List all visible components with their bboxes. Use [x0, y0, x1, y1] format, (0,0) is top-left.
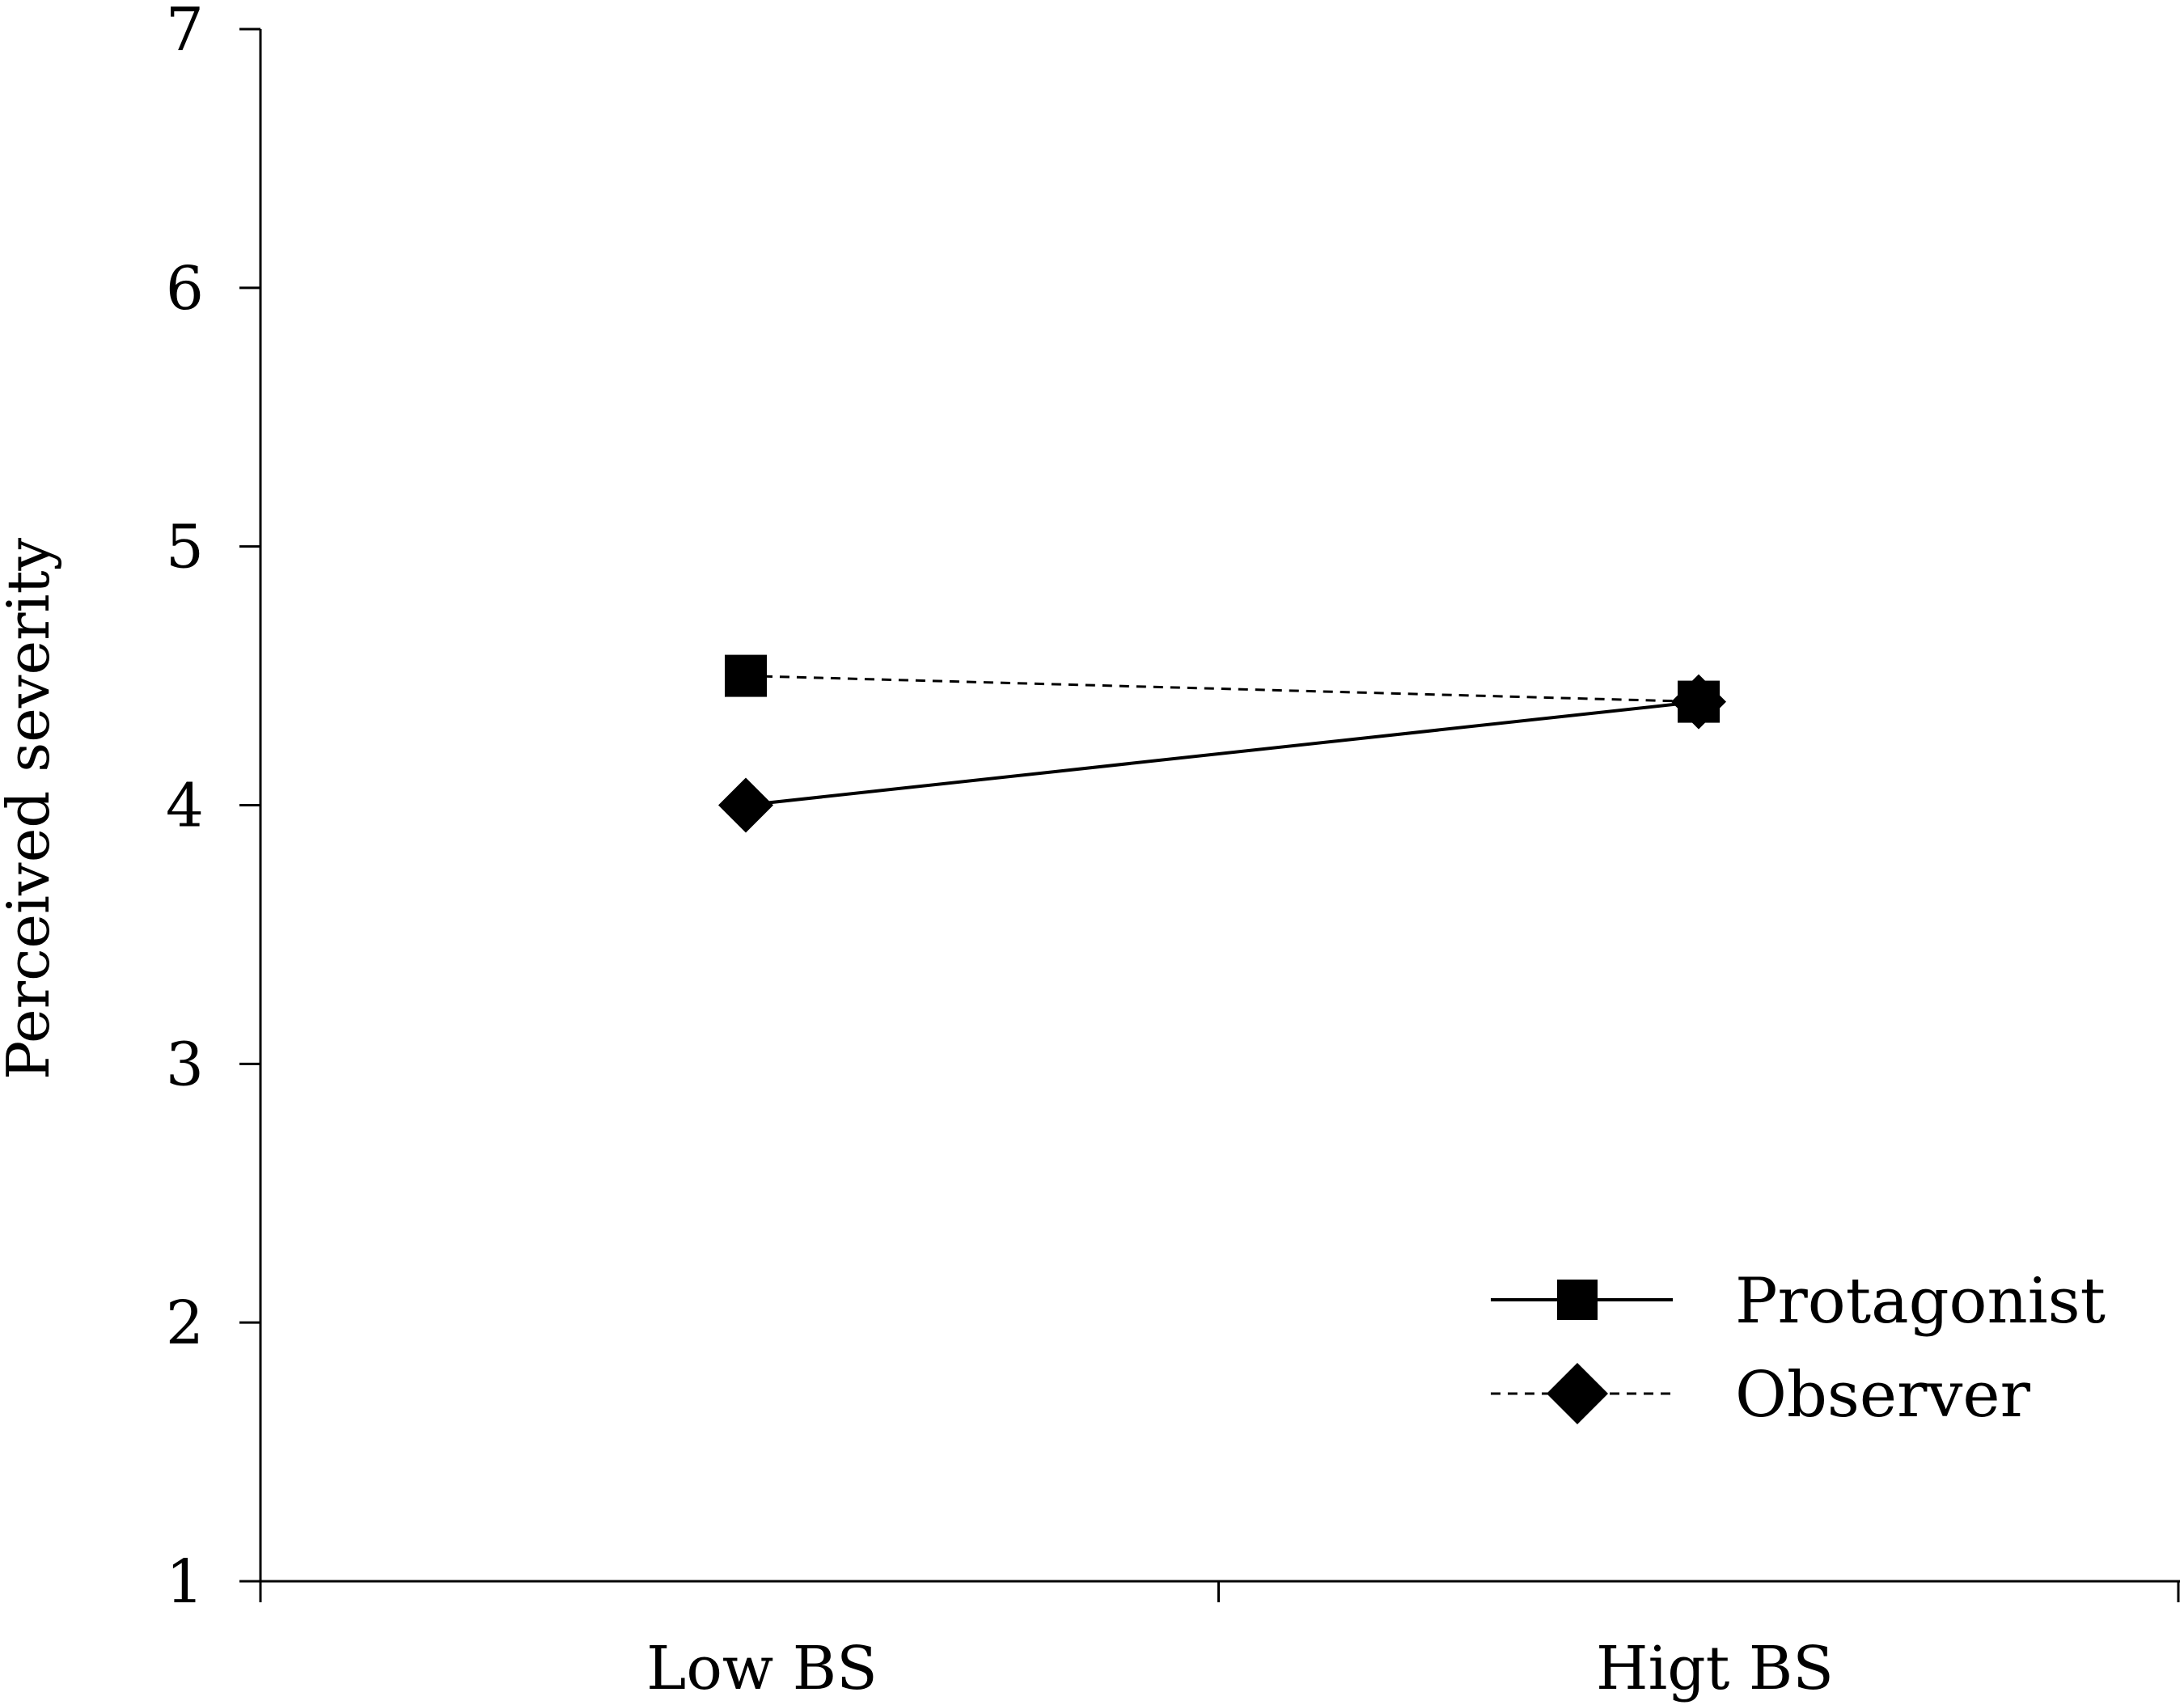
observer-point: [1671, 674, 1726, 730]
legend-marker: [1557, 1280, 1598, 1320]
y-tick-label: 4: [166, 772, 204, 841]
y-tick-label: 2: [166, 1288, 204, 1358]
y-axis-title: Perceived severity: [0, 537, 62, 1080]
series-observer: [718, 674, 1726, 833]
protagonist-line: [745, 675, 1699, 704]
legend-label: Observer: [1735, 1359, 2031, 1432]
x-category-label: Higt BS: [1596, 1634, 1834, 1703]
series-layer: [718, 654, 1726, 833]
observer-line: [745, 700, 1699, 807]
y-tick-label: 3: [166, 1030, 204, 1099]
y-tick-label: 7: [166, 0, 204, 65]
x-ticks: Low BS Higt BS: [259, 1581, 2180, 1703]
y-tick-label: 1: [166, 1547, 204, 1617]
y-ticks: 1 2 3 4 5 6 7: [166, 0, 260, 1617]
y-tick-label: 5: [166, 513, 204, 582]
x-category-label: Low BS: [646, 1634, 878, 1703]
observer-point: [718, 777, 773, 833]
series-protagonist: [725, 654, 1720, 723]
legend-marker: [1547, 1363, 1608, 1424]
y-tick-label: 6: [166, 254, 204, 324]
legend: Protagonist Observer: [1491, 1265, 2106, 1432]
legend-label: Protagonist: [1735, 1265, 2106, 1338]
axes: [259, 29, 2180, 1583]
legend-entry: Observer: [1491, 1359, 2031, 1432]
protagonist-point: [725, 654, 767, 697]
legend-entry: Protagonist: [1491, 1265, 2106, 1338]
